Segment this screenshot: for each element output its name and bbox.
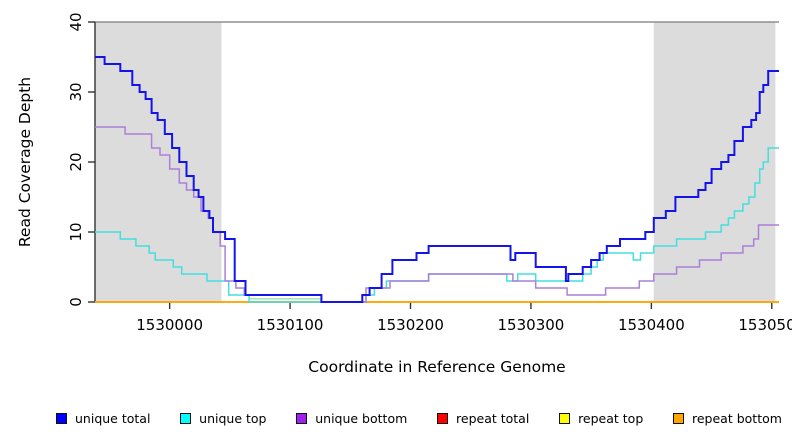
x-tick-label: 1530100 xyxy=(257,316,324,334)
legend-item-repeat-total: repeat total xyxy=(437,411,529,426)
legend-item-repeat-top: repeat top xyxy=(559,411,643,426)
y-tick-label: 10 xyxy=(67,222,85,241)
series-unique-total xyxy=(95,56,779,303)
y-tick-label: 20 xyxy=(67,152,85,171)
legend-label: unique bottom xyxy=(315,411,408,426)
x-tick-label: 1530300 xyxy=(498,316,565,334)
y-tick-label: 30 xyxy=(67,82,85,101)
legend-swatch-icon xyxy=(180,413,192,424)
legend-label: repeat bottom xyxy=(692,411,782,426)
legend-label: unique top xyxy=(199,411,267,426)
x-tick-label: 1530200 xyxy=(377,316,444,334)
x-tick-label: 1530500 xyxy=(738,316,792,334)
y-axis-title: Read Coverage Depth xyxy=(16,77,34,247)
repeat-region-right xyxy=(653,22,776,302)
x-tick-label: 1530000 xyxy=(136,316,203,334)
x-axis-title: Coordinate in Reference Genome xyxy=(308,358,565,376)
y-tick-label: 0 xyxy=(67,297,85,307)
legend-swatch-icon xyxy=(673,413,684,424)
legend-item-unique-top: unique top xyxy=(180,411,266,426)
series-unique-top xyxy=(95,147,779,303)
legend-swatch-icon xyxy=(296,413,308,424)
legend-label: repeat total xyxy=(456,411,530,426)
x-tick-label: 1530400 xyxy=(618,316,685,334)
legend-item-unique-bottom: unique bottom xyxy=(296,411,407,426)
legend-swatch-icon xyxy=(56,413,67,424)
legend-label: repeat top xyxy=(578,411,644,426)
coverage-chart-canvas: 0 10 20 30 40 1530000 1530100 1530200 1530300 153… xyxy=(16,12,792,376)
y-tick-label: 40 xyxy=(67,12,85,31)
legend-swatch-icon xyxy=(437,413,449,424)
repeat-region-left xyxy=(95,22,222,302)
legend-label: unique total xyxy=(75,411,151,426)
legend-swatch-icon xyxy=(559,413,571,424)
legend-item-unique-total: unique total xyxy=(56,411,150,426)
chart-legend: unique total unique top unique bottom repea… xyxy=(0,411,792,426)
legend-item-repeat-bottom: repeat bottom xyxy=(673,411,782,426)
